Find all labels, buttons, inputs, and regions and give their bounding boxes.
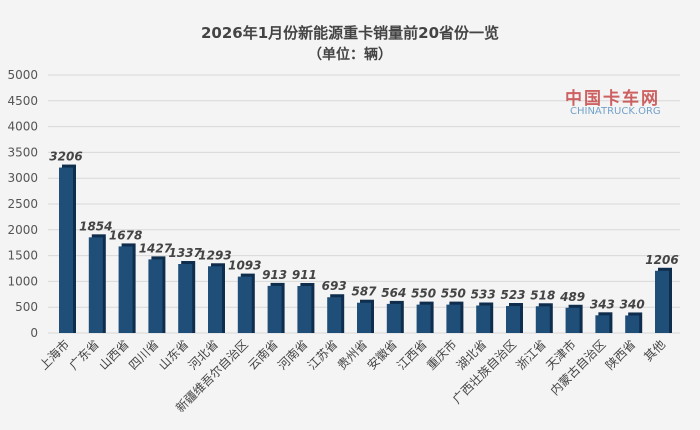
x-tick-label: 四川省 [126,337,161,372]
data-label: 564 [381,286,406,300]
bar [237,276,252,333]
bar [118,246,133,333]
x-tick-label: 上海市 [36,337,72,373]
bar [535,306,550,333]
x-tick-label: 广东省 [67,337,102,372]
data-label: 518 [530,288,555,302]
bar [565,307,580,333]
data-label: 523 [500,288,525,302]
y-tick-label: 5000 [7,68,38,82]
bar [88,237,103,333]
x-tick-label: 河南省 [274,337,310,373]
bar [208,266,222,333]
y-tick-label: 1500 [7,249,38,263]
y-tick-label: 2000 [7,223,38,237]
bar [655,270,669,333]
bar [357,302,371,333]
data-label: 1293 [198,248,231,262]
data-label: 1337 [168,246,202,260]
data-label: 1854 [79,219,112,233]
x-tick-label: 江苏省 [305,337,340,372]
x-tick-label: 云南省 [245,337,281,373]
bar [148,259,163,333]
y-tick-label: 4500 [7,94,38,108]
bar [595,315,610,333]
y-tick-label: 3000 [7,171,38,185]
data-label: 340 [620,297,645,311]
x-tick-label: 山西省 [96,337,131,372]
y-tick-label: 500 [15,300,38,314]
x-tick-label: 陕西省 [602,337,638,373]
bar [386,303,401,333]
y-tick-label: 2500 [7,197,38,211]
data-label: 911 [292,268,317,282]
bar [267,285,282,333]
data-label: 693 [322,279,347,293]
data-label: 1093 [228,259,261,273]
bar [327,297,342,333]
watermark-url: CHINATRUCK.ORG [570,106,661,117]
y-tick-label: 3500 [7,145,38,159]
y-tick-label: 0 [30,326,38,340]
bar [476,305,491,333]
bar [625,315,640,333]
data-label: 587 [351,285,377,299]
data-label: 489 [559,290,585,304]
data-label: 3206 [49,150,82,164]
bar [416,304,431,333]
y-tick-label: 4000 [7,120,38,134]
bar [297,285,312,333]
x-tick-label: 其他 [641,337,668,364]
data-label: 913 [262,268,287,282]
bar [446,304,461,333]
data-label: 1427 [139,241,173,255]
y-tick-label: 1000 [7,274,38,288]
bar [59,167,73,333]
x-tick-label: 重庆市 [423,337,459,373]
chart-subtitle: （单位：辆） [308,47,392,63]
x-tick-label: 贵州省 [335,337,370,372]
chart-title: 2026年1月份新能源重卡销量前20省份一览 [200,24,500,42]
x-tick-label: 浙江省 [514,337,549,372]
data-label: 550 [411,287,436,301]
bar [178,264,193,333]
bar [506,306,520,333]
x-tick-label: 江西省 [394,337,429,372]
data-label: 550 [441,287,466,301]
data-label: 1678 [109,228,142,242]
watermark-logo: 中国卡车网 [565,89,660,109]
data-label: 1206 [645,253,678,267]
x-tick-label: 山东省 [156,337,191,372]
data-label: 343 [590,297,615,311]
x-tick-label: 安徽省 [364,337,400,373]
data-label: 533 [471,287,496,301]
